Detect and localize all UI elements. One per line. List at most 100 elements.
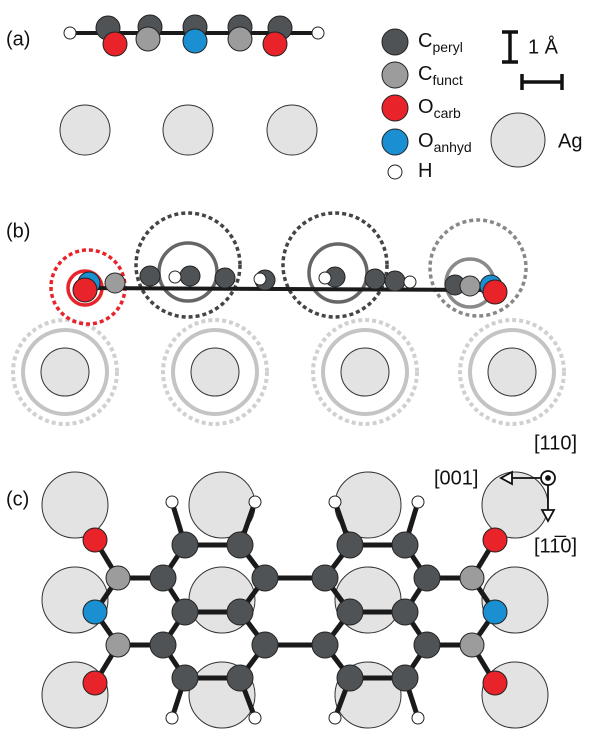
ring [21, 328, 109, 416]
atom [226, 598, 254, 626]
atom [336, 598, 364, 626]
atom [311, 26, 325, 40]
atom [63, 26, 77, 40]
atom [171, 664, 199, 692]
ring [11, 318, 119, 426]
direction-label: [110] [534, 432, 577, 454]
atom [214, 267, 236, 289]
legend-symbol: H [418, 160, 432, 182]
atom [482, 527, 508, 553]
legend-subscript: anhyd [434, 139, 472, 155]
atom [139, 265, 161, 287]
ag-atom [490, 112, 546, 168]
ring [321, 328, 409, 416]
atom [311, 564, 339, 592]
ag-atom [340, 347, 390, 397]
atom [105, 565, 131, 591]
atom [248, 711, 262, 725]
atom [82, 527, 108, 553]
legend-label: Cfunct [418, 63, 463, 87]
legend-label: Oanhyd [418, 130, 472, 154]
ring [428, 218, 528, 318]
atom [165, 495, 179, 509]
ag-atom [266, 104, 318, 156]
panel-label: (c) [6, 488, 29, 510]
legend-swatch [381, 61, 409, 89]
legend-label: H [418, 160, 432, 182]
atom [336, 664, 364, 692]
atom [328, 711, 342, 725]
atom [226, 664, 254, 692]
panel-label: (b) [6, 220, 30, 242]
ag-atom [190, 347, 240, 397]
ag-atom [59, 104, 111, 156]
atom [459, 275, 481, 297]
legend-symbol: C [418, 63, 432, 85]
atom [149, 631, 177, 659]
drawing [11, 14, 566, 729]
atom [227, 26, 253, 52]
legend-subscript: funct [432, 72, 462, 88]
atom [182, 28, 208, 54]
legend-swatch [387, 164, 403, 180]
atom [179, 265, 201, 287]
atom [262, 31, 288, 57]
legend-swatch [381, 128, 409, 156]
atom [135, 26, 161, 52]
ring [468, 328, 556, 416]
atom [72, 277, 98, 303]
direction-label: [001] [434, 467, 478, 489]
ag-atom [487, 347, 537, 397]
atom [311, 631, 339, 659]
atom [482, 279, 508, 305]
atom [336, 531, 364, 559]
substrate-label: Ag [558, 130, 582, 152]
atom [82, 599, 108, 625]
atom [251, 631, 279, 659]
atom [171, 598, 199, 626]
atom [168, 270, 182, 284]
atom [105, 632, 131, 658]
scale-label: 1 Å [528, 35, 559, 58]
atom [253, 272, 267, 286]
ring [311, 318, 419, 426]
atom [226, 531, 254, 559]
atom [82, 670, 108, 696]
atom [102, 31, 128, 57]
legend-subscript: peryl [432, 39, 462, 55]
atom [384, 270, 406, 292]
atom [459, 565, 485, 591]
bond [84, 286, 496, 292]
ag-atom [40, 347, 90, 397]
atom [364, 268, 386, 290]
ring [171, 328, 259, 416]
atom [328, 495, 342, 509]
atom [165, 711, 179, 725]
atom [248, 495, 262, 509]
scale-bar [502, 30, 564, 90]
legend-swatch [381, 94, 409, 122]
ring [281, 211, 389, 319]
atom [413, 564, 441, 592]
legend-symbol: O [418, 130, 434, 152]
atom [411, 495, 425, 509]
ag-atom [162, 104, 214, 156]
atom [482, 670, 508, 696]
atom [391, 598, 419, 626]
atom [482, 599, 508, 625]
atom [149, 564, 177, 592]
atom [171, 531, 199, 559]
atom [104, 272, 126, 294]
atom [403, 275, 417, 289]
ring [458, 318, 566, 426]
legend-label: Cperyl [418, 30, 463, 54]
legend-symbol: O [418, 96, 434, 118]
panel-label: (a) [6, 28, 30, 50]
legend-swatch [381, 28, 409, 56]
atom [391, 664, 419, 692]
atom [391, 531, 419, 559]
legend-label: Ocarb [418, 96, 461, 120]
atom [411, 711, 425, 725]
ring [134, 211, 242, 319]
